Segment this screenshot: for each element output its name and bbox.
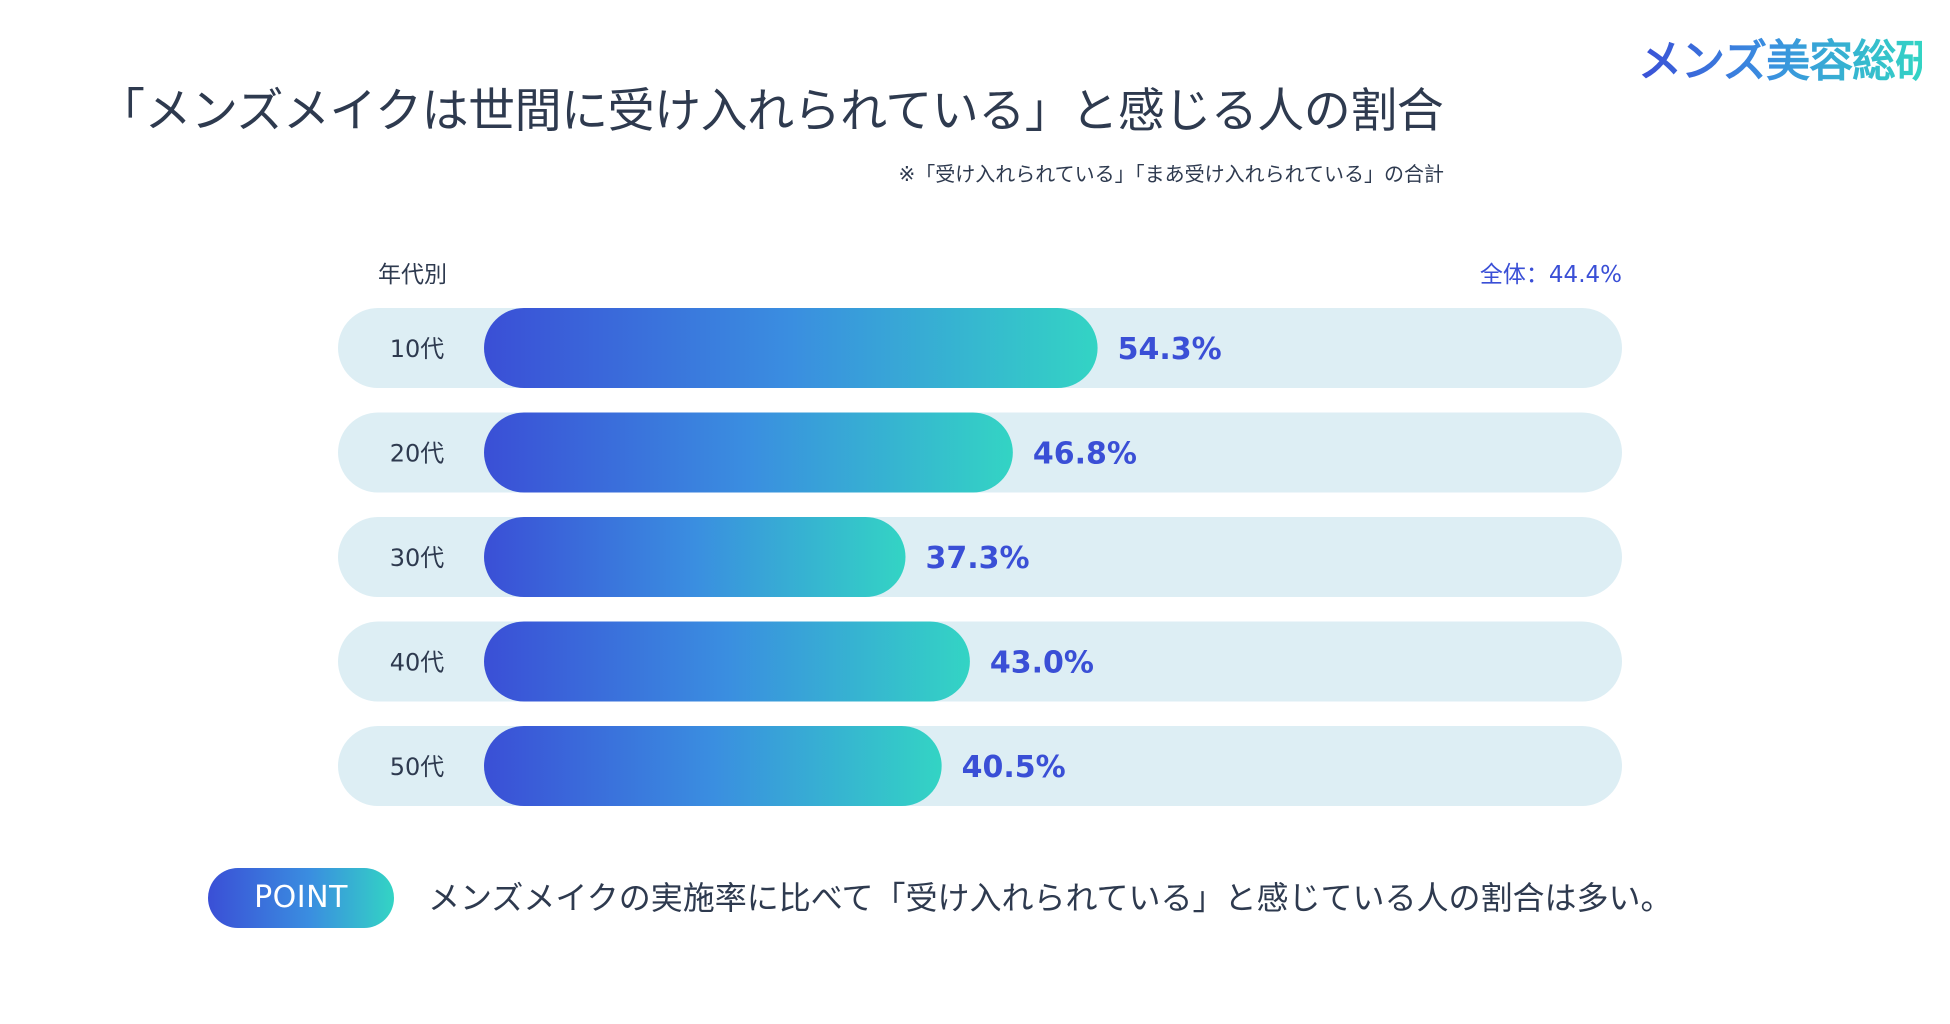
- bar-40代: [484, 621, 970, 702]
- brand-logo: メンズ美容総研: [1638, 34, 1939, 90]
- overall-value: 全体：44.4%: [1479, 262, 1622, 288]
- value-label: 54.3%: [1118, 332, 1222, 367]
- chart-note: ※「受け入れられている」「まあ受け入れられている」の合計: [898, 162, 1444, 186]
- value-label: 40.5%: [962, 750, 1066, 785]
- axis-caption: 年代別: [378, 262, 447, 288]
- bar-30代: [484, 517, 906, 597]
- value-label: 43.0%: [990, 646, 1094, 681]
- category-label: 30代: [390, 544, 445, 572]
- chart-title: 「メンズメイクは世間に受け入れられている」と感じる人の割合: [98, 84, 1444, 139]
- point-badge: POINT: [208, 868, 394, 928]
- value-label: 37.3%: [925, 541, 1029, 576]
- category-label: 20代: [390, 440, 445, 468]
- value-label: 46.8%: [1033, 437, 1137, 472]
- bar-10代: [484, 308, 1098, 388]
- bar-50代: [484, 726, 942, 806]
- category-label: 40代: [390, 649, 445, 677]
- category-label: 50代: [390, 753, 445, 781]
- point-text: メンズメイクの実施率に比べて「受け入れられている」と感じている人の割合は多い。: [428, 879, 1673, 917]
- category-label: 10代: [390, 335, 445, 363]
- bar-20代: [484, 412, 1013, 493]
